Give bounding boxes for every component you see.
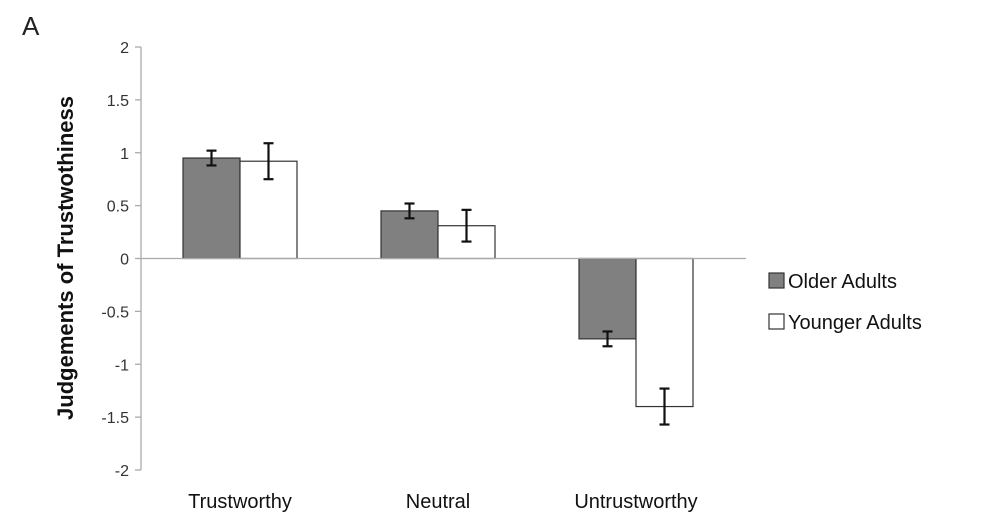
y-tick-label: 0.5: [107, 199, 129, 216]
y-tick-label: 1.5: [107, 93, 129, 110]
legend-swatch: [768, 272, 785, 289]
bar-younger-adults-untrustworthy: [635, 257, 694, 408]
x-axis-categories: Trustworthy Neutral Untrustworthy: [188, 491, 698, 513]
bars: [182, 157, 694, 408]
y-tick-label: -1.5: [101, 410, 129, 427]
y-tick-label: -1: [115, 357, 129, 374]
panel-label: A: [22, 11, 40, 41]
legend: Older Adults Younger Adults: [768, 271, 922, 334]
x-category-label: Untrustworthy: [574, 491, 697, 513]
error-bars: [206, 142, 670, 426]
y-tick-label: 2: [120, 40, 129, 57]
legend-swatch: [768, 313, 785, 330]
y-axis-label: Judgements of Trustwothiness: [53, 96, 78, 420]
bar-older-adults-trustworthy: [182, 157, 241, 260]
y-axis: 2 1.5 1 0.5 0 -0.5 -1 -1.5 -2: [101, 40, 142, 480]
y-tick-label: 1: [120, 146, 129, 163]
x-category-label: Neutral: [406, 491, 470, 513]
y-tick-label: -2: [115, 463, 129, 480]
legend-label: Younger Adults: [788, 312, 922, 334]
y-tick-label: 0: [120, 252, 129, 269]
x-category-label: Trustworthy: [188, 491, 292, 513]
legend-label: Older Adults: [788, 271, 897, 293]
y-tick-label: -0.5: [101, 304, 129, 321]
bar-older-adults-untrustworthy: [578, 257, 637, 340]
